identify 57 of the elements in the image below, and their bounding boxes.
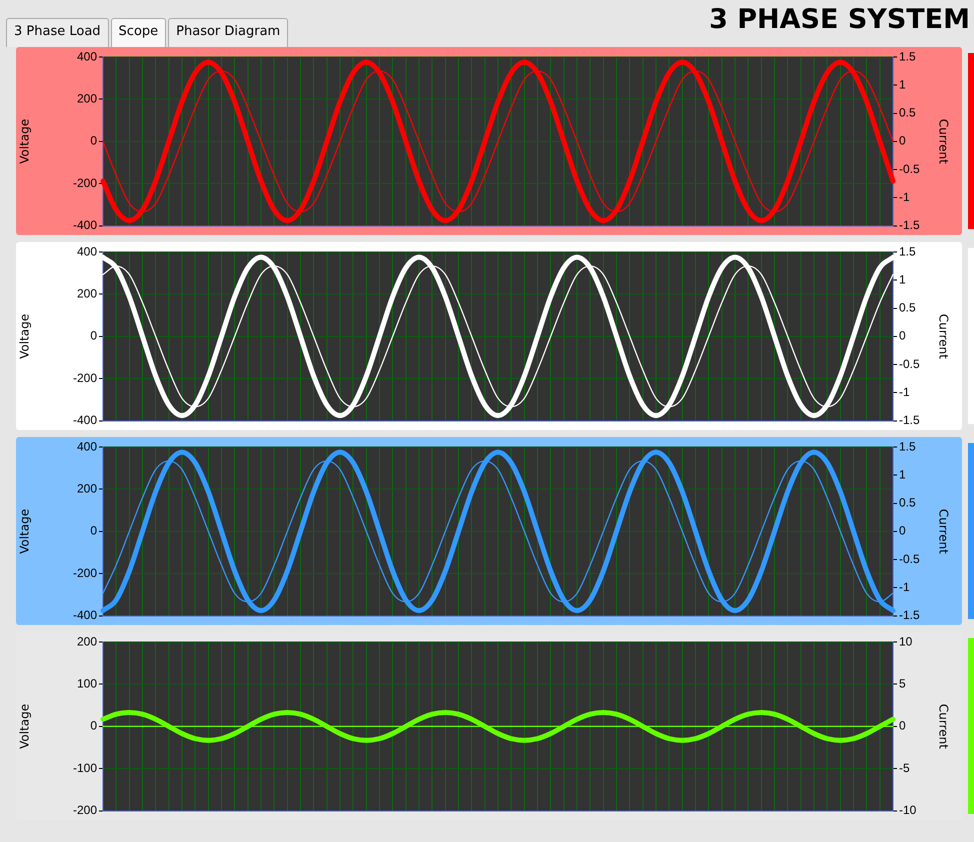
y2-tick-label: 1.5	[899, 244, 916, 258]
y2-tick-label: 1	[899, 467, 906, 482]
y-axis-title: Voltage	[17, 314, 32, 359]
text: Phasor Diagram	[168, 18, 288, 47]
y2-tick-label: -1.5	[899, 218, 920, 232]
y-tick-label: 0	[90, 718, 98, 733]
y2-axis-title: Current	[936, 704, 951, 750]
y2-tick-label: -1	[899, 580, 910, 594]
y-tick-label: -400	[72, 413, 98, 428]
y2-tick-label: 0.5	[899, 496, 916, 510]
y2-tick-label: 0.5	[899, 300, 916, 315]
y2-tick-label: 1	[899, 77, 906, 92]
y2-axis-title: Current	[936, 314, 951, 360]
y-tick-label: 400	[76, 244, 98, 258]
y2-tick-label: 1	[899, 272, 906, 286]
y-tick-label: 0	[90, 134, 98, 148]
y-tick-label: 400	[76, 439, 98, 454]
y2-tick-label: 10	[899, 634, 913, 648]
y2-tick-label: 1.5	[899, 49, 916, 64]
y-axis-title: Voltage	[17, 508, 32, 554]
y2-tick-label: -1	[899, 190, 910, 204]
y2-tick-label: -1.5	[899, 608, 920, 622]
y-tick-label: 0	[90, 328, 98, 343]
y2-axis-title: Current	[936, 508, 951, 554]
y-tick-label: -400	[72, 608, 98, 622]
y2-tick-label: -0.5	[899, 356, 920, 371]
y-tick-label: -200	[72, 566, 98, 580]
y-axis-title: Voltage	[17, 118, 32, 164]
y2-tick-label: -5	[899, 760, 910, 775]
chart-title: 3 PHASE SYSTEM	[709, 4, 970, 35]
y2-tick-label: 0	[899, 134, 906, 148]
y-tick-label: 200	[76, 286, 98, 301]
y-tick-label: 200	[76, 634, 98, 648]
y2-tick-label: -0.5	[899, 162, 920, 176]
y-tick-label: -200	[72, 803, 98, 818]
y2-tick-label: 0	[899, 718, 906, 733]
y-tick-label: -400	[72, 218, 98, 232]
y-tick-label: 0	[90, 524, 98, 538]
y-tick-label: 100	[76, 676, 98, 691]
y-tick-label: -200	[72, 370, 98, 385]
y2-tick-label: 1.5	[899, 439, 916, 454]
y-axis-title: Voltage	[17, 704, 32, 749]
y2-tick-label: -10	[899, 803, 917, 818]
y2-tick-label: -0.5	[899, 552, 920, 566]
y2-tick-label: -1.5	[899, 413, 920, 428]
y2-tick-label: 5	[899, 676, 906, 691]
y2-tick-label: 0	[899, 328, 906, 343]
y-tick-label: -200	[72, 176, 98, 190]
y-tick-label: 200	[76, 482, 98, 496]
text: 3 Phase Load	[6, 18, 109, 47]
y2-tick-label: -1	[899, 384, 910, 399]
y-tick-label: -100	[72, 760, 98, 775]
y-tick-label: 200	[76, 92, 98, 106]
y2-tick-label: 0	[899, 524, 906, 538]
y-tick-label: 400	[76, 49, 98, 64]
y2-tick-label: 0.5	[899, 106, 916, 120]
y2-axis-title: Current	[936, 118, 951, 164]
